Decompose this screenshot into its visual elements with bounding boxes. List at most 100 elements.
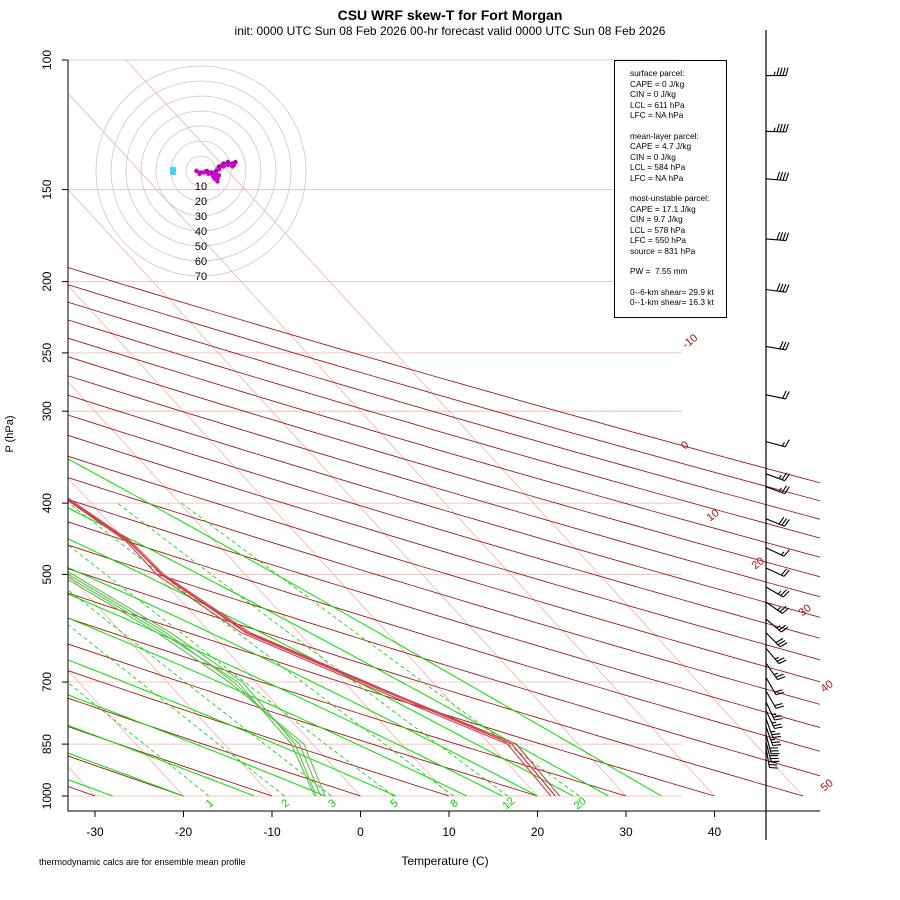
wind-barb-shaft <box>765 473 785 482</box>
hodograph-point <box>225 162 231 168</box>
wind-barb-full <box>778 516 785 525</box>
stat-surface-lcl: LCL = 611 hPa <box>630 99 685 110</box>
wind-barb-shaft <box>765 701 775 721</box>
wind-barb-full <box>782 590 790 598</box>
wind-barb-shaft <box>765 690 777 709</box>
wind-barb-full <box>774 717 783 721</box>
dry-adiabat-label: 0 <box>679 439 691 452</box>
wind-barbs <box>765 30 790 840</box>
dry-adiabat <box>68 394 820 618</box>
dry-adiabat-label: 40 <box>819 678 836 695</box>
wind-barb-shaft <box>765 601 783 614</box>
dewpoint-line <box>68 578 326 797</box>
wind-barb-half <box>777 590 782 595</box>
mixing-ratio-line <box>68 544 394 797</box>
wind-barb-full <box>775 691 785 696</box>
isotherm-line <box>68 669 184 797</box>
wind-barb-full <box>785 284 790 293</box>
wind-barb-shaft <box>765 742 772 762</box>
dewpoint-line <box>68 571 317 797</box>
wind-barb-shaft <box>765 726 774 746</box>
wind-barb-half <box>774 656 779 660</box>
dry-adiabat <box>68 337 820 558</box>
dry-adiabat <box>68 414 820 639</box>
wind-barb <box>765 472 790 482</box>
temperature-tick-label: -20 <box>175 825 193 839</box>
moist-adiabat <box>68 538 574 797</box>
wind-barb-full <box>782 232 787 241</box>
hodograph-point <box>194 168 199 174</box>
wind-barb-full <box>781 518 788 526</box>
wind-barb-full <box>777 640 786 646</box>
isotherm-line <box>125 60 804 797</box>
stat-surface-cin: CIN = 0 J/kg <box>630 89 676 99</box>
stat-surface-header: surface parcel: <box>630 68 685 78</box>
plot-frame-left-bottom <box>67 60 820 812</box>
wind-barb-full <box>785 391 790 400</box>
wind-barb-half <box>777 606 781 611</box>
wind-barb-full <box>785 232 790 241</box>
wind-barb-full <box>768 761 777 763</box>
wind-barb-full <box>782 67 786 76</box>
wind-barb-shaft <box>765 718 774 738</box>
stat-ml-cape: CAPE = 4.7 J/kg <box>630 141 692 151</box>
hodograph-point <box>212 176 217 181</box>
mixing-ratio-line <box>68 682 210 797</box>
wind-barb-full <box>785 172 790 181</box>
isotherm-line <box>68 188 627 797</box>
wind-barb <box>765 516 790 527</box>
wind-barb-shaft <box>765 618 782 633</box>
stat-ml-cin: CIN = 0 J/kg <box>630 151 676 162</box>
wind-barb <box>765 390 790 400</box>
dry-adiabat <box>68 544 820 777</box>
x-axis-label: Temperature (C) <box>401 854 489 868</box>
moist-adiabat <box>68 617 467 797</box>
moist-adiabat <box>68 724 255 797</box>
wind-barb <box>765 677 785 696</box>
wind-barb-full <box>779 67 783 76</box>
wind-barb-full <box>779 605 787 613</box>
moist-adiabat <box>68 507 609 797</box>
temperature-tick-label: 40 <box>708 825 722 839</box>
wind-barb <box>765 690 785 709</box>
wind-barb-full <box>775 637 784 644</box>
hodograph-ring <box>140 110 262 232</box>
wind-barb-full <box>781 485 788 493</box>
wind-barb-half <box>780 551 785 556</box>
wind-barb-half <box>776 625 781 629</box>
wind-barb-shaft <box>765 486 785 495</box>
wind-barb-shaft <box>765 238 786 242</box>
hodograph-point <box>197 171 202 177</box>
wind-barb-full <box>774 726 783 730</box>
wind-barb-full <box>785 123 789 133</box>
wind-barb <box>765 601 789 614</box>
temperature-line <box>68 497 556 797</box>
wind-barb-full <box>768 763 778 766</box>
wind-barb <box>765 547 790 557</box>
wind-barb-shaft <box>765 441 786 448</box>
wind-barb-full <box>779 341 784 350</box>
hodograph-ring-label: 10 <box>195 181 207 193</box>
moist-adiabat <box>68 567 538 797</box>
wind-barb <box>765 710 783 730</box>
mixing-ratio-line <box>181 502 580 797</box>
wind-barb <box>766 67 789 77</box>
wind-barb-shaft <box>765 518 785 527</box>
wind-barb-full <box>784 519 790 527</box>
hodograph-ring <box>155 125 247 217</box>
wind-barb-full <box>782 123 786 133</box>
dry-adiabat-label: 20 <box>750 555 767 572</box>
temperature-line <box>68 499 552 797</box>
wind-barb-full <box>782 283 787 293</box>
mixing-ratio-label: 1 <box>204 797 216 810</box>
dry-adiabat <box>68 477 820 705</box>
hodograph-point <box>201 170 207 175</box>
wind-barb-shaft <box>765 734 772 754</box>
hodograph-ring-label: 60 <box>195 256 207 268</box>
wind-barb-shaft <box>765 567 785 577</box>
wind-barb-full <box>776 171 781 180</box>
dry-adiabat <box>68 617 627 797</box>
wind-barb-full <box>782 172 787 181</box>
wind-barb-full <box>783 549 790 557</box>
